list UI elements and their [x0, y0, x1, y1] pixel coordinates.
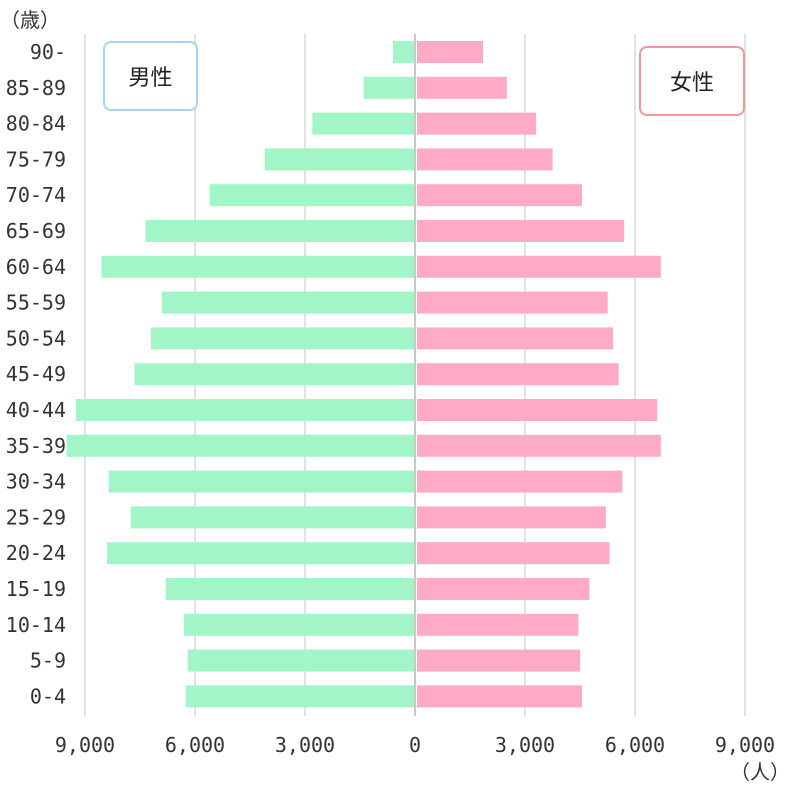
legend-male-label: 男性	[128, 66, 173, 91]
bar-female	[417, 41, 483, 63]
y-tick-label: 60-64	[6, 255, 66, 279]
bar-female	[417, 148, 553, 171]
y-tick-label: 50-54	[6, 326, 66, 350]
y-tick-label: 65-69	[6, 219, 66, 243]
y-tick-label: 5-9	[30, 649, 66, 673]
bar-male	[134, 363, 415, 386]
legend-female-label: 女性	[669, 71, 714, 96]
bar-male	[162, 291, 415, 314]
y-tick-label: 70-74	[6, 183, 66, 207]
bar-male	[185, 685, 415, 708]
y-tick-label: 0-4	[30, 684, 66, 708]
legend-male: 男性	[103, 41, 198, 111]
y-tick-label: 45-49	[6, 362, 66, 386]
y-tick-label: 10-14	[6, 613, 66, 637]
bar-male	[209, 184, 415, 207]
y-tick-label: 35-39	[6, 434, 66, 458]
bar-female	[417, 470, 623, 493]
y-tick-label: 25-29	[6, 505, 66, 529]
bar-female	[417, 327, 614, 350]
bar-female	[417, 255, 661, 278]
legend-female: 女性	[639, 46, 745, 116]
bar-male	[187, 649, 415, 672]
y-tick-label: 80-84	[6, 112, 66, 136]
bar-male	[393, 41, 415, 63]
bar-male	[165, 578, 415, 600]
bar-male	[107, 542, 415, 565]
bar-female	[417, 220, 625, 242]
bar-female	[417, 399, 658, 421]
x-tick-label: 0	[409, 733, 421, 757]
bar-male	[145, 220, 415, 242]
bar-female	[417, 291, 608, 314]
bar-male	[66, 434, 416, 457]
bar-female	[417, 76, 507, 99]
bar-female	[417, 112, 537, 135]
y-axis-unit: （歳）	[0, 8, 60, 32]
bar-male	[264, 148, 415, 171]
bar-female	[417, 542, 610, 565]
bar-male	[184, 613, 415, 636]
y-tick-label: 30-34	[6, 470, 66, 494]
bar-female	[417, 184, 582, 207]
bar-female	[417, 613, 579, 636]
bar-male	[151, 327, 415, 350]
x-axis-unit: （人）	[730, 760, 785, 784]
bar-female	[417, 363, 619, 386]
x-tick-label: 6,000	[165, 733, 225, 757]
bar-male	[108, 470, 415, 493]
y-tick-label: 40-44	[6, 398, 66, 422]
y-tick-label: 85-89	[6, 76, 66, 100]
y-tick-label: 55-59	[6, 291, 66, 315]
x-tick-label: 3,000	[275, 733, 335, 757]
bar-female	[417, 506, 606, 529]
bar-male	[101, 255, 415, 278]
x-tick-label: 9,000	[55, 733, 115, 757]
y-tick-label: 15-19	[6, 577, 66, 601]
bar-male	[130, 506, 416, 529]
bar-female	[417, 434, 661, 457]
y-tick-label: 20-24	[6, 541, 66, 565]
y-tick-label: 75-79	[6, 147, 66, 171]
bar-male	[75, 399, 415, 421]
bar-female	[417, 685, 582, 708]
x-tick-label: 9,000	[715, 733, 775, 757]
y-tick-label: 90-	[30, 40, 66, 64]
bar-male	[363, 76, 415, 99]
x-tick-label: 3,000	[495, 733, 555, 757]
bar-male	[312, 112, 415, 135]
x-tick-label: 6,000	[605, 733, 665, 757]
bar-female	[417, 649, 581, 672]
bar-female	[417, 578, 590, 600]
